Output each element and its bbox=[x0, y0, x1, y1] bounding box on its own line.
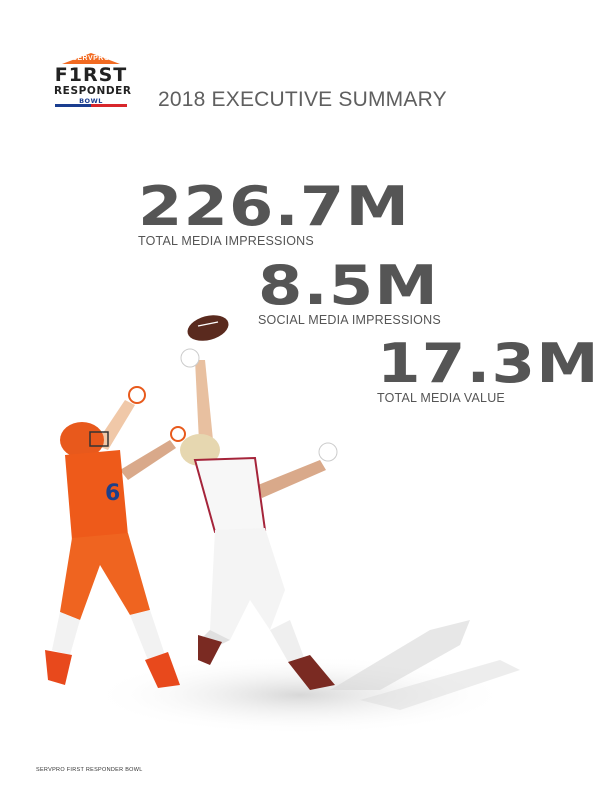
stat-total-media-impressions: 226.7M TOTAL MEDIA IMPRESSIONS bbox=[138, 180, 409, 249]
stat-total-media-value: 17.3M TOTAL MEDIA VALUE bbox=[377, 337, 599, 406]
footer-text: SERVPRO FIRST RESPONDER BOWL bbox=[36, 767, 143, 773]
football bbox=[187, 315, 229, 341]
logo-line-responder: RESPONDER bbox=[54, 85, 132, 97]
svg-text:6: 6 bbox=[105, 481, 120, 506]
stat-label: TOTAL MEDIA VALUE bbox=[377, 391, 505, 405]
football-players-photo: 6 bbox=[45, 315, 520, 735]
page-title: 2018 EXECUTIVE SUMMARY bbox=[158, 88, 447, 111]
stat-value: 226.7M bbox=[138, 175, 411, 238]
stat-label: SOCIAL MEDIA IMPRESSIONS bbox=[258, 313, 441, 327]
bowl-logo: SERVPRO F1RST RESPONDER BOWL bbox=[54, 52, 132, 112]
logo-brand: SERVPRO bbox=[72, 55, 110, 62]
stat-value: 17.3M bbox=[377, 332, 600, 395]
white-jersey-player bbox=[180, 348, 338, 690]
logo-line-first: F1RST bbox=[54, 64, 128, 86]
logo-line-bowl: BOWL bbox=[79, 97, 103, 105]
player-shadow bbox=[360, 660, 520, 710]
stat-label: TOTAL MEDIA IMPRESSIONS bbox=[138, 234, 314, 248]
stat-value: 8.5M bbox=[258, 254, 440, 317]
logo-graphic bbox=[55, 53, 127, 107]
orange-jersey-player: 6 bbox=[45, 386, 186, 688]
stat-social-media-impressions: 8.5M SOCIAL MEDIA IMPRESSIONS bbox=[258, 259, 441, 328]
player-shadow bbox=[330, 620, 470, 690]
